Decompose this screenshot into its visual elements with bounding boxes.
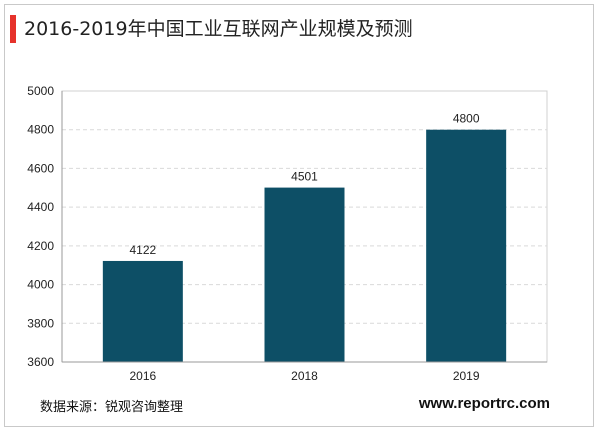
y-tick-label: 4000 [27, 278, 54, 292]
y-tick-label: 5000 [27, 84, 54, 98]
bar-2018 [264, 187, 345, 362]
data-label-2018: 4501 [291, 170, 318, 184]
website-label: www.reportrc.com [418, 395, 550, 412]
y-tick-label: 4400 [27, 200, 54, 214]
chart-title: 2016-2019年中国工业互联网产业规模及预测 [24, 18, 413, 40]
title-accent-bar [10, 15, 16, 43]
x-tick-label: 2018 [291, 369, 318, 383]
data-label-2016: 4122 [129, 243, 156, 257]
bar-2016 [102, 260, 183, 362]
y-tick-label: 3800 [27, 316, 54, 330]
y-tick-label: 4600 [27, 161, 54, 175]
y-tick-label: 4200 [27, 239, 54, 253]
y-tick-label: 4800 [27, 123, 54, 137]
x-tick-label: 2019 [453, 369, 480, 383]
x-tick-label: 2016 [129, 369, 156, 383]
bar-2019 [426, 129, 507, 362]
data-source-label: 数据来源：锐观咨询整理 [40, 400, 184, 415]
y-tick-label: 3600 [27, 355, 54, 369]
data-label-2019: 4800 [453, 112, 480, 126]
